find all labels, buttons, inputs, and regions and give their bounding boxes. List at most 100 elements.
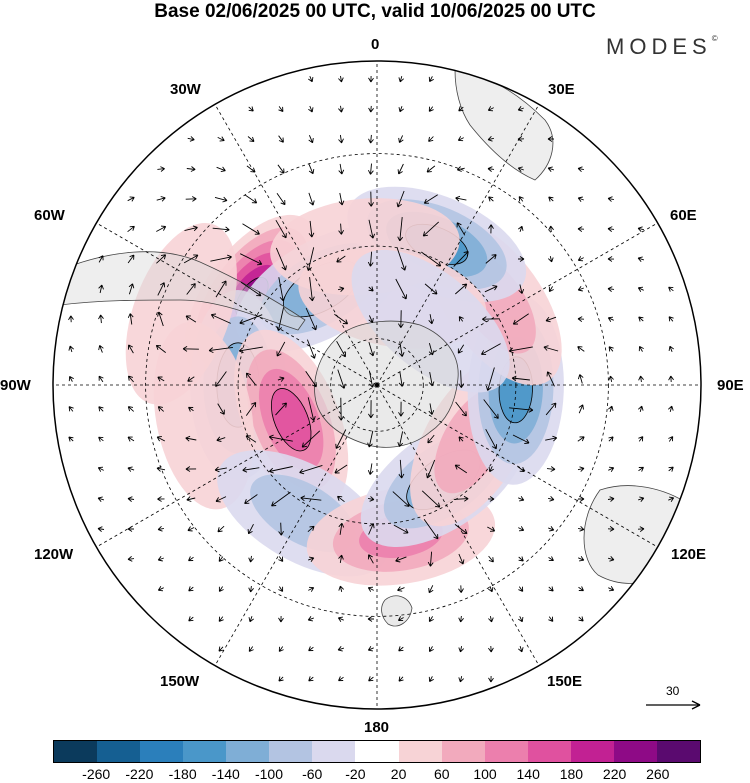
wind-arrow: [488, 616, 494, 623]
wind-arrow: [548, 526, 555, 532]
wind-arrow: [185, 435, 197, 442]
anomaly-contour: [125, 223, 237, 405]
australia: [583, 485, 691, 584]
colorbar-tick-label: 260: [646, 766, 670, 782]
wind-arrow: [308, 676, 314, 682]
wind-arrow: [577, 316, 585, 322]
colorbar-swatch: [656, 741, 700, 762]
wind-arrow: [637, 256, 645, 262]
modes-logo: MODES©: [606, 34, 718, 60]
wind-arrow: [368, 134, 374, 144]
wind-arrow: [157, 525, 164, 532]
wind-arrow: [458, 675, 465, 683]
wind-arrow: [577, 346, 585, 352]
wind-arrow: [398, 371, 405, 387]
wind-arrow: [455, 283, 468, 295]
wind-arrow: [578, 586, 584, 592]
wind-arrow: [240, 253, 263, 266]
colorbar-tick-label: -260: [82, 766, 111, 782]
wind-arrow: [511, 375, 530, 382]
wind-arrow: [338, 585, 345, 593]
wind-arrow: [578, 616, 584, 622]
wind-arrow: [668, 286, 674, 292]
wind-arrow: [607, 226, 615, 232]
wind-arrow: [607, 526, 615, 532]
wind-arrow: [157, 282, 166, 296]
wind-arrow: [395, 556, 407, 563]
wind-arrow: [277, 164, 285, 174]
map-border: [52, 60, 702, 710]
wind-arrow: [428, 616, 434, 623]
wind-arrow: [306, 339, 316, 359]
colorbar-swatch: [226, 741, 270, 762]
meridian-line: [376, 222, 658, 386]
wind-arrow: [127, 406, 134, 412]
wind-arrow: [668, 375, 674, 383]
wind-arrow: [368, 75, 374, 83]
wind-arrow: [518, 256, 525, 262]
wind-arrow: [239, 314, 263, 325]
wind-arrow: [548, 586, 554, 592]
wind-arrow: [487, 526, 496, 532]
wind-arrow: [518, 496, 525, 502]
wind-arrow: [398, 106, 404, 113]
lon-label-60e: 60E: [670, 207, 697, 224]
wind-arrow: [98, 436, 104, 442]
wind-arrow: [668, 345, 674, 352]
wind-arrow: [487, 166, 495, 172]
wind-arrow: [546, 466, 556, 472]
wind-arrow: [367, 586, 374, 592]
wind-arrow: [428, 314, 435, 325]
colorbar-swatch: [398, 741, 442, 762]
africa: [454, 69, 554, 181]
colorbar-tick-label: -220: [125, 766, 154, 782]
wind-arrow: [547, 166, 555, 172]
wind-arrow: [454, 524, 468, 535]
wind-arrow: [127, 196, 135, 202]
wind-arrow: [398, 135, 404, 143]
wind-arrow: [338, 192, 345, 206]
wind-arrow: [155, 344, 166, 353]
wind-arrow: [187, 376, 195, 382]
wind-arrow: [428, 646, 434, 652]
wind-arrow: [337, 495, 345, 503]
wind-arrow: [334, 464, 348, 474]
wind-arrow: [128, 283, 135, 295]
wind-arrow: [546, 371, 555, 387]
wind-arrow: [426, 165, 436, 173]
wind-arrow: [278, 106, 284, 113]
wind-arrow: [157, 311, 164, 327]
wind-arrow: [481, 343, 501, 356]
wind-arrow: [368, 191, 374, 207]
wind-arrow: [98, 284, 104, 294]
wind-arrow: [427, 551, 434, 567]
wind-arrow: [188, 406, 194, 412]
wind-arrow: [428, 585, 434, 594]
wind-arrow: [271, 491, 291, 507]
wind-arrow: [245, 372, 256, 386]
wind-arrow: [215, 496, 227, 503]
wind-arrow: [424, 283, 438, 295]
wind-arrow: [186, 496, 196, 502]
wind-arrow: [186, 166, 196, 172]
wind-arrow: [397, 431, 404, 447]
wind-arrow: [608, 405, 614, 413]
wind-arrow: [482, 316, 500, 322]
wind-arrow: [127, 436, 135, 442]
wind-arrow: [548, 556, 554, 562]
wind-arrow: [337, 616, 344, 622]
wind-arrow: [607, 496, 615, 502]
wind-arrow: [547, 255, 554, 263]
wind-arrow: [248, 616, 254, 623]
wind-arrow: [336, 255, 346, 263]
wind-arrow: [308, 586, 315, 592]
wind-arrow: [485, 367, 495, 391]
wind-arrow: [545, 435, 558, 442]
wind-arrow: [608, 586, 615, 592]
wind-arrow: [577, 256, 584, 262]
wind-arrow: [428, 403, 435, 415]
colorbar-tick-label: -180: [168, 766, 197, 782]
wind-arrow: [338, 522, 345, 535]
wind-arrow: [98, 406, 104, 412]
wind-arrow: [456, 222, 466, 236]
